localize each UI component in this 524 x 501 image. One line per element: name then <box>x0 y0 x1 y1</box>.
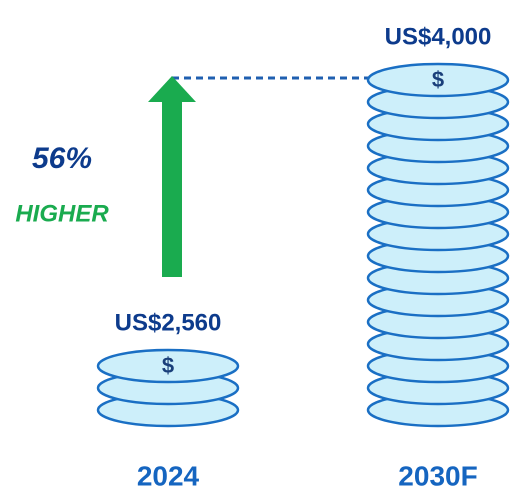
arrow-head <box>148 76 196 102</box>
coin-symbol: $ <box>432 67 444 92</box>
coin-symbol: $ <box>162 353 174 378</box>
category-label: 2030F <box>398 460 477 491</box>
coin <box>366 62 510 98</box>
coin-stack: $ <box>366 62 510 428</box>
coin <box>96 348 240 384</box>
value-label: US$4,000 <box>385 23 492 50</box>
value-label: US$2,560 <box>115 309 222 336</box>
annotation-sub: HIGHER <box>15 200 109 227</box>
category-label: 2024 <box>137 460 200 491</box>
coin-stack: $ <box>96 348 240 428</box>
arrow-shaft <box>162 100 182 277</box>
annotation: 56% <box>32 142 92 175</box>
